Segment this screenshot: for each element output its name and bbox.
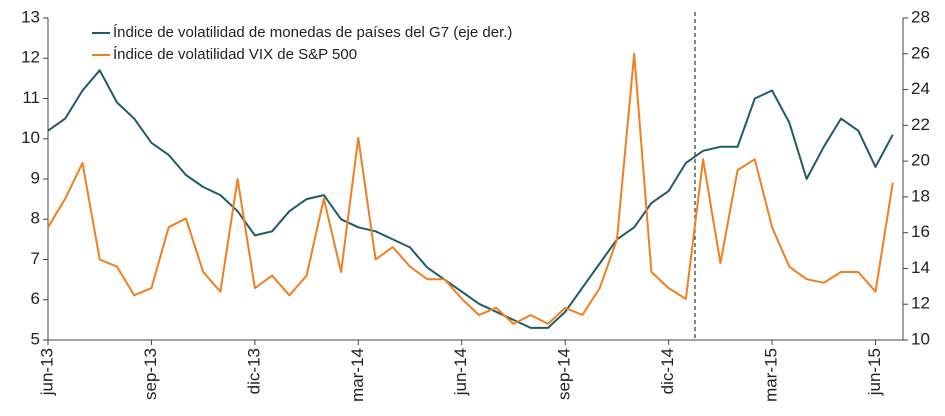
y-tick-label: 11 [22,88,40,107]
legend-label: Índice de volatilidad de monedas de país… [113,24,512,41]
x-tick-label: sep-13 [141,348,160,400]
series-line [47,69,894,329]
y-tick-label: 8 [31,209,40,228]
x-tick-label: dic-13 [244,348,263,394]
y2-tick-label: 18 [911,186,930,205]
y-tick-label: 10 [21,128,40,147]
y2-tick-label: 22 [911,115,930,134]
legend-label: Índice de volatilidad VIX de S&P 500 [113,46,357,63]
y2-tick-label: 28 [911,7,930,26]
y2-tick-label: 12 [911,294,930,313]
y2-tick-label: 24 [911,79,930,98]
y-tick-label: 5 [31,329,40,348]
y2-tick-label: 14 [911,258,930,277]
series-line [47,52,894,325]
x-tick-label: jun-14 [451,348,470,396]
x-tick-label: jun-15 [865,348,884,396]
y-tick-label: 7 [31,249,40,268]
y2-tick-label: 26 [911,43,930,62]
x-tick-label: mar-14 [348,348,367,402]
y-tick-label: 9 [31,168,40,187]
y2-tick-label: 10 [911,329,930,348]
x-tick-label: sep-14 [555,348,574,400]
y-tick-label: 12 [21,48,40,67]
y-tick-label: 13 [21,7,40,26]
y2-tick-label: 20 [911,151,930,170]
y2-tick-label: 16 [911,222,930,241]
x-tick-label: jun-13 [37,348,56,396]
y-tick-label: 6 [31,289,40,308]
x-tick-label: mar-15 [762,348,781,402]
x-tick-label: dic-14 [658,348,677,394]
